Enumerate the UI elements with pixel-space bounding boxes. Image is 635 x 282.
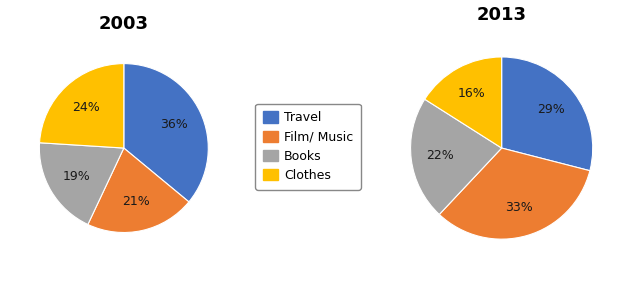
Wedge shape — [88, 148, 189, 232]
Text: 16%: 16% — [458, 87, 486, 100]
Text: 36%: 36% — [160, 118, 187, 131]
Title: 2003: 2003 — [99, 15, 149, 33]
Wedge shape — [425, 57, 502, 148]
Wedge shape — [39, 143, 124, 224]
Wedge shape — [439, 148, 590, 239]
Wedge shape — [502, 57, 592, 171]
Wedge shape — [39, 64, 124, 148]
Text: 29%: 29% — [537, 103, 565, 116]
Wedge shape — [124, 64, 208, 202]
Text: 33%: 33% — [505, 201, 533, 214]
Text: 24%: 24% — [72, 101, 100, 114]
Legend: Travel, Film/ Music, Books, Clothes: Travel, Film/ Music, Books, Clothes — [255, 104, 361, 190]
Text: 19%: 19% — [62, 169, 90, 183]
Text: 22%: 22% — [426, 149, 453, 162]
Wedge shape — [411, 99, 502, 214]
Text: 21%: 21% — [122, 195, 150, 208]
Title: 2013: 2013 — [477, 6, 526, 24]
